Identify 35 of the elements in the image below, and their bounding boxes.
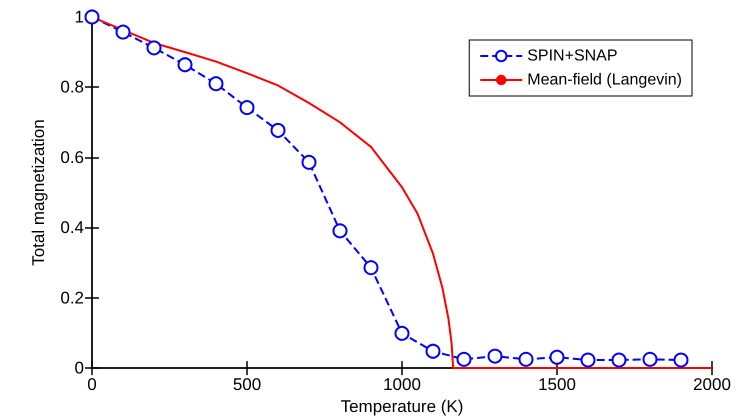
x-tick-label: 0 [87,375,97,394]
y-tick-label: 0.8 [60,78,84,97]
point [426,344,440,359]
point [240,100,254,116]
point [178,57,192,72]
point [84,10,100,24]
y-tick-label: 0.4 [60,218,84,238]
point [394,326,410,341]
y-tick-label: 1 [74,8,84,26]
point [580,352,596,368]
point [364,260,378,276]
legend-label: SPIN+SNAP [527,48,618,64]
point [456,352,472,367]
y-tick-label: 0.6 [60,148,84,167]
x-tick-label: 500 [232,375,262,394]
legend-label: Mean-field (Langevin) [527,72,682,88]
point [302,154,316,170]
x-axis-title: Temperature (K) [340,397,464,416]
y-axis-title: Total magnetization [29,119,48,266]
x-tick-label: 1000 [383,375,421,394]
point [642,352,658,367]
point [488,348,502,364]
point [270,122,286,138]
point [518,352,534,367]
y-tick-label: 0.2 [60,288,84,308]
point [612,352,626,368]
point [674,352,688,368]
point [146,40,162,56]
point [332,223,348,238]
point [116,24,130,40]
x-tick-label: 2000 [693,375,731,394]
y-tick-label: 0 [74,358,84,378]
x-tick-label: 1500 [538,375,576,394]
point [208,76,224,92]
point [550,350,564,365]
